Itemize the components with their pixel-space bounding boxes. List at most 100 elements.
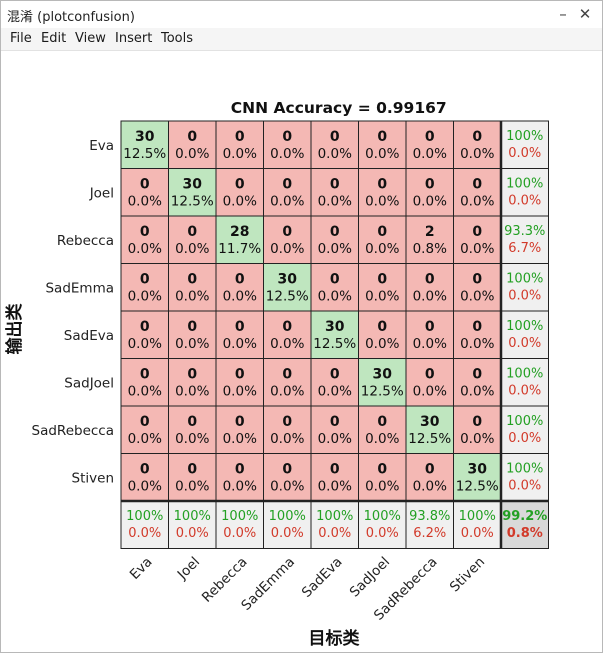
col-recall: 100% <box>126 509 163 524</box>
col-recall: 100% <box>221 509 258 524</box>
matrix-cell <box>168 215 217 264</box>
cell-percent: 0.0% <box>318 146 352 162</box>
matrix-cell <box>358 358 407 407</box>
cell-percent: 0.0% <box>223 431 257 447</box>
matrix-cell <box>215 358 264 407</box>
cell-percent: 11.7% <box>218 241 261 257</box>
chart-title: CNN Accuracy = 0.99167 <box>231 99 447 117</box>
cell-percent: 0.0% <box>365 289 399 305</box>
cell-percent: 0.0% <box>318 241 352 257</box>
row-error: 0.0% <box>508 146 541 161</box>
col-error: 0.0% <box>318 526 351 541</box>
cell-count: 0 <box>425 367 435 383</box>
matrix-cell <box>215 215 264 264</box>
cell-count: 0 <box>235 319 245 335</box>
col-recall: 93.8% <box>409 509 450 524</box>
matrix-cell <box>215 453 264 502</box>
col-recall: 100% <box>459 509 496 524</box>
cell-percent: 0.0% <box>318 384 352 400</box>
menu-edit[interactable]: Edit <box>41 31 67 46</box>
matrix-cell <box>168 500 217 549</box>
cell-percent: 0.0% <box>128 336 162 352</box>
cell-count: 0 <box>377 272 387 288</box>
cell-count: 0 <box>282 367 292 383</box>
matrix-cell <box>500 215 549 264</box>
matrix-cell <box>263 263 312 312</box>
cell-count: 0 <box>282 129 292 145</box>
matrix-cell <box>215 500 264 549</box>
menu-insert[interactable]: Insert <box>115 31 153 46</box>
matrix-cell <box>120 120 169 169</box>
background-window-fragment <box>150 648 310 655</box>
row-error: 0.0% <box>508 384 541 399</box>
matrix-cell <box>168 358 217 407</box>
cell-count: 0 <box>472 224 482 240</box>
matrix-cell <box>500 453 549 502</box>
cell-percent: 0.0% <box>318 194 352 210</box>
cell-count: 0 <box>235 129 245 145</box>
cell-percent: 0.0% <box>413 146 447 162</box>
cell-count: 0 <box>377 462 387 478</box>
cell-percent: 0.0% <box>128 431 162 447</box>
y-tick-label: Joel <box>89 185 114 201</box>
cell-percent: 0.0% <box>175 431 209 447</box>
cell-count: 0 <box>425 272 435 288</box>
row-precision: 100% <box>506 462 543 477</box>
x-tick-label: Eva <box>127 554 156 583</box>
cell-count: 0 <box>330 224 340 240</box>
matrix-cell <box>500 358 549 407</box>
cell-count: 30 <box>325 319 345 335</box>
overall-accuracy: 99.2% <box>502 509 547 524</box>
col-error: 0.0% <box>128 526 161 541</box>
col-recall: 100% <box>174 509 211 524</box>
cell-count: 0 <box>140 414 150 430</box>
matrix-cell <box>405 405 454 454</box>
menu-view[interactable]: View <box>75 31 106 46</box>
confusion-plot: CNN Accuracy = 0.991673012.5%00.0%00.0%0… <box>4 99 549 649</box>
cell-percent: 0.0% <box>365 241 399 257</box>
menu-tools[interactable]: Tools <box>161 31 194 46</box>
cell-percent: 0.0% <box>365 479 399 495</box>
cell-percent: 0.0% <box>270 384 304 400</box>
cell-count: 0 <box>187 462 197 478</box>
row-precision: 100% <box>506 272 543 287</box>
matrix-cell <box>120 168 169 217</box>
cell-percent: 0.0% <box>460 146 494 162</box>
close-button[interactable]: ✕ <box>578 5 592 23</box>
matrix-cell <box>500 263 549 312</box>
minimize-button[interactable]: – <box>559 5 567 23</box>
cell-percent: 0.0% <box>413 336 447 352</box>
row-precision: 93.3% <box>504 224 545 239</box>
menu-file[interactable]: File <box>10 31 32 46</box>
matrix-cell <box>453 168 502 217</box>
matrix-cell <box>263 358 312 407</box>
cell-percent: 0.0% <box>270 336 304 352</box>
matrix-cell <box>263 453 312 502</box>
y-tick-label: Eva <box>89 138 114 154</box>
matrix-cell <box>168 405 217 454</box>
matrix-cell <box>405 500 454 549</box>
y-tick-label: Stiven <box>72 470 114 486</box>
cell-percent: 0.0% <box>223 336 257 352</box>
cell-count: 0 <box>187 367 197 383</box>
row-error: 0.0% <box>508 194 541 209</box>
cell-count: 0 <box>235 462 245 478</box>
cell-count: 0 <box>187 129 197 145</box>
y-tick-label: Rebecca <box>57 233 114 249</box>
cell-percent: 0.0% <box>270 479 304 495</box>
cell-count: 30 <box>278 272 298 288</box>
cell-count: 0 <box>187 319 197 335</box>
cell-count: 30 <box>468 462 488 478</box>
matrix-cell <box>453 120 502 169</box>
cell-percent: 0.0% <box>270 431 304 447</box>
row-error: 0.0% <box>508 431 541 446</box>
cell-percent: 0.0% <box>175 289 209 305</box>
cell-percent: 0.0% <box>460 336 494 352</box>
cell-percent: 0.0% <box>270 146 304 162</box>
col-error: 0.0% <box>461 526 494 541</box>
cell-count: 0 <box>235 177 245 193</box>
cell-percent: 0.0% <box>365 194 399 210</box>
cell-percent: 0.0% <box>223 384 257 400</box>
matrix-cell <box>168 263 217 312</box>
